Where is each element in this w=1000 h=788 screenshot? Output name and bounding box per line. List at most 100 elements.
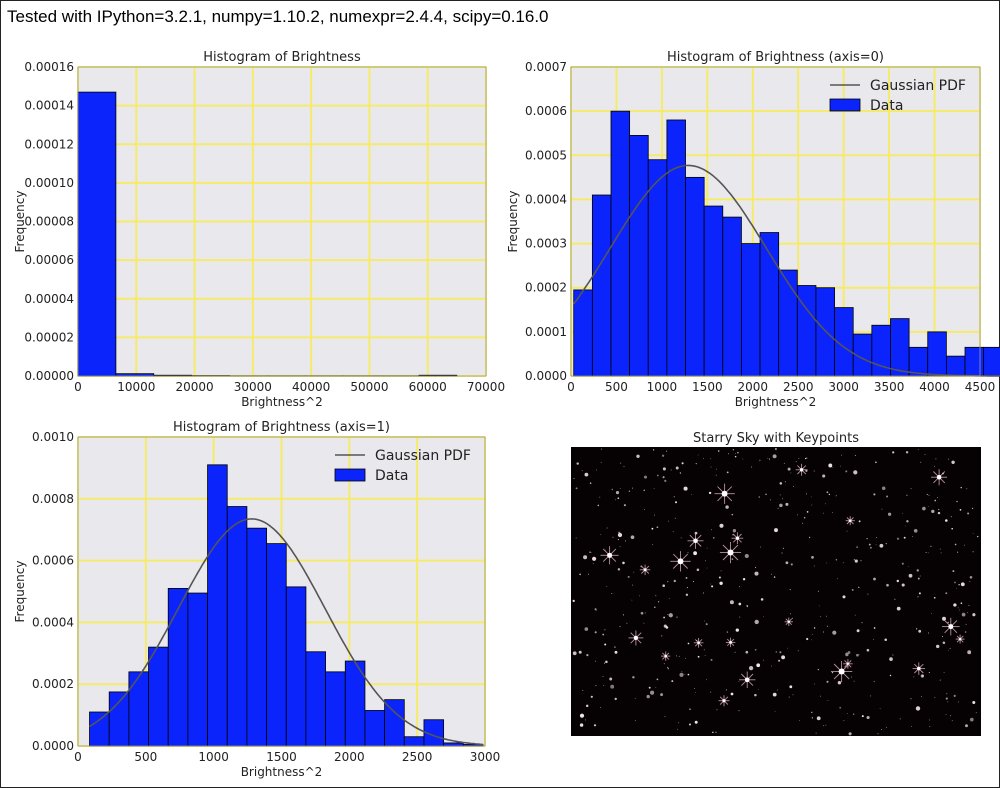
star <box>579 713 585 718</box>
y-tick-label: 0.0000 <box>525 369 567 383</box>
star <box>725 689 727 691</box>
star <box>896 579 900 583</box>
star <box>803 517 806 519</box>
star <box>781 552 783 554</box>
star <box>779 482 783 485</box>
star <box>858 520 861 523</box>
star <box>837 681 842 685</box>
star <box>921 674 924 677</box>
keypoint-core <box>948 624 954 630</box>
star <box>846 530 848 532</box>
star <box>572 651 577 656</box>
star <box>697 655 700 658</box>
star <box>947 621 949 624</box>
star <box>818 605 820 607</box>
star <box>776 689 778 691</box>
star <box>661 454 665 457</box>
star <box>798 458 800 459</box>
star <box>881 508 883 510</box>
star <box>854 454 856 457</box>
star <box>977 535 979 538</box>
star <box>695 692 696 693</box>
star <box>875 461 877 464</box>
star <box>785 561 789 565</box>
star <box>602 676 604 677</box>
star <box>779 651 782 654</box>
star <box>646 694 650 699</box>
legend-pdf-label: Gaussian PDF <box>870 78 966 94</box>
y-tick-label: 0.00014 <box>24 99 74 113</box>
x-tick-label: 1000 <box>647 380 678 394</box>
star <box>765 493 767 496</box>
x-tick-label: 20000 <box>175 380 213 394</box>
star <box>667 614 669 616</box>
star <box>693 551 697 556</box>
star <box>668 598 670 599</box>
star <box>689 708 691 711</box>
keypoint-core <box>799 468 804 472</box>
star <box>654 514 656 516</box>
star <box>623 466 625 468</box>
histogram-bar <box>305 651 326 747</box>
star <box>643 475 648 479</box>
star <box>835 495 837 497</box>
keypoint-core <box>917 666 921 671</box>
star <box>748 665 754 671</box>
star <box>949 648 951 650</box>
star <box>931 509 935 514</box>
star <box>953 694 956 698</box>
star <box>599 496 601 498</box>
star <box>813 565 815 567</box>
star <box>664 716 666 718</box>
star <box>617 532 623 538</box>
star <box>754 571 759 576</box>
star <box>823 725 824 727</box>
star <box>832 630 837 635</box>
bars <box>573 110 1000 377</box>
star <box>706 547 708 549</box>
keypoint-burst <box>731 532 744 544</box>
histogram-bar <box>108 691 130 747</box>
keypoint-burst <box>639 564 651 576</box>
star <box>611 592 613 594</box>
star <box>581 470 583 472</box>
star <box>779 503 783 508</box>
histogram-bar <box>890 318 910 377</box>
star <box>648 686 651 689</box>
x-tick-label: 1500 <box>266 750 297 764</box>
star <box>632 584 634 586</box>
y-tick-label: 0.00010 <box>24 176 74 190</box>
star <box>763 659 765 661</box>
star <box>856 629 860 633</box>
star <box>703 458 704 460</box>
y-axis-label: Frequency <box>13 561 27 623</box>
y-tick-label: 0.00008 <box>24 215 74 229</box>
star <box>609 677 613 681</box>
star <box>656 526 659 529</box>
x-tick-label: 2500 <box>402 750 433 764</box>
star <box>960 582 965 587</box>
star <box>643 622 645 624</box>
star <box>879 543 884 548</box>
star <box>959 509 962 511</box>
star <box>947 701 949 703</box>
star <box>732 529 737 533</box>
star <box>634 719 636 721</box>
histogram-bar <box>964 346 985 377</box>
star <box>813 627 816 629</box>
star <box>930 545 931 547</box>
star <box>906 494 908 496</box>
star <box>964 631 967 633</box>
star <box>575 537 577 539</box>
star <box>952 570 955 573</box>
star <box>848 732 852 736</box>
star <box>782 547 785 550</box>
y-tick-label: 0.00004 <box>24 292 74 306</box>
star <box>957 607 959 609</box>
star <box>846 652 848 654</box>
y-tick-label: 0.0007 <box>525 60 567 74</box>
star <box>966 488 968 490</box>
star <box>595 660 597 662</box>
keypoint-core <box>838 668 845 675</box>
star <box>754 693 757 697</box>
